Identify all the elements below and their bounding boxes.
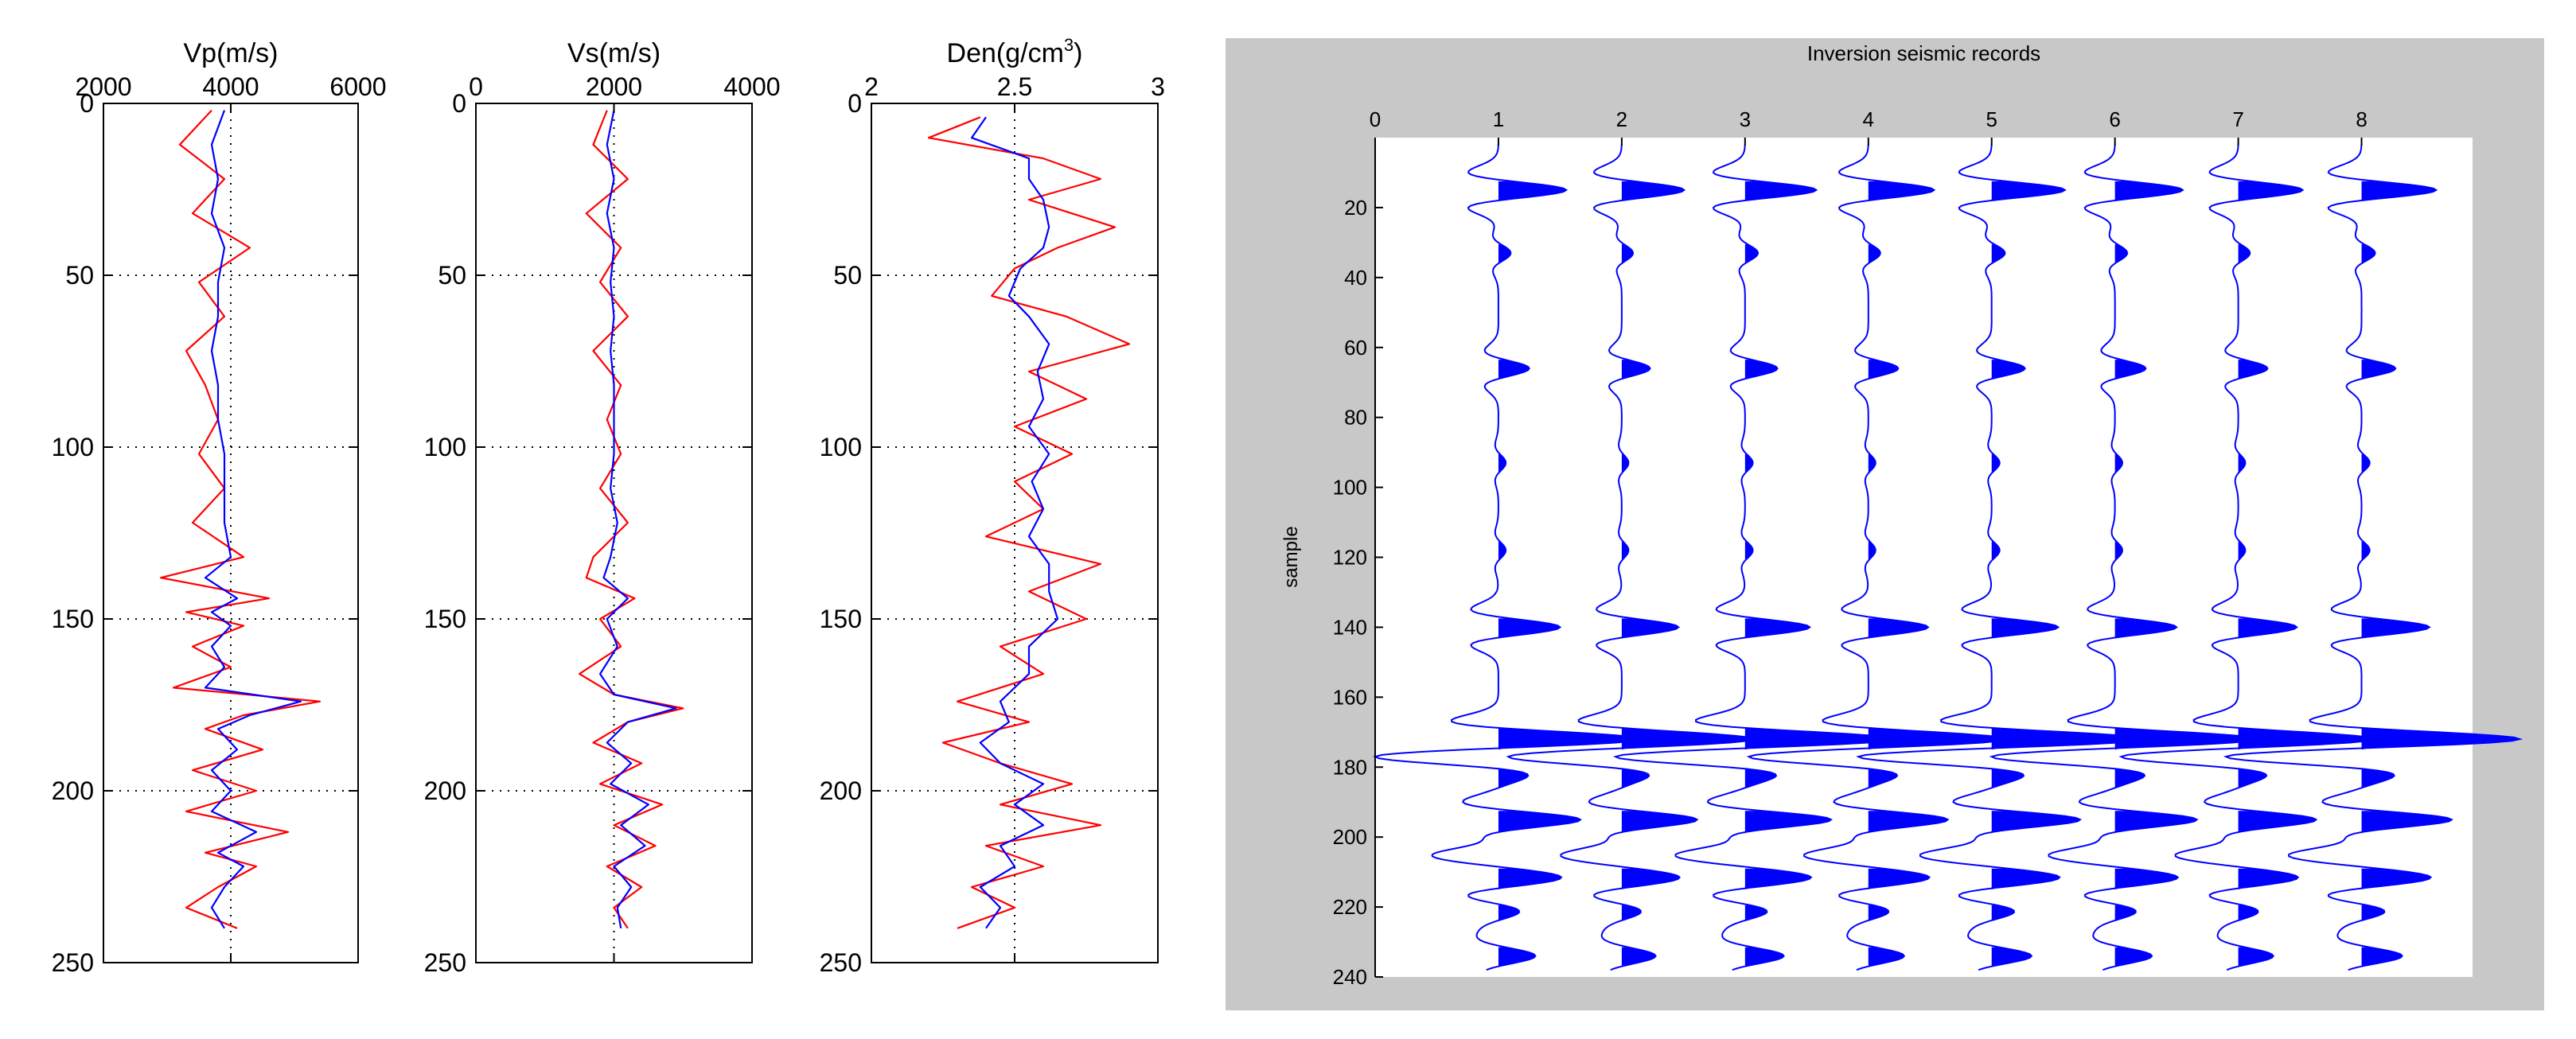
x-tick-label: 2000 xyxy=(75,72,131,101)
x-tick-label: 3 xyxy=(1151,72,1165,101)
series-red-line xyxy=(927,116,1131,929)
x-tick-label: 2.5 xyxy=(997,72,1032,101)
y-tick-label: 150 xyxy=(424,605,466,633)
y-tick-label: 50 xyxy=(65,261,94,290)
trace-2-wiggle xyxy=(1506,144,1757,971)
x-tick-label: 5 xyxy=(1986,107,1997,131)
x-tick-label: 4 xyxy=(1863,107,1874,131)
y-tick-label: 50 xyxy=(438,261,466,290)
y-tick-label: 180 xyxy=(1333,755,1367,779)
y-tick-label: 100 xyxy=(1333,476,1367,500)
y-tick-label: 240 xyxy=(1333,965,1367,989)
y-tick-label: 0 xyxy=(452,89,466,118)
trace-4-wiggle xyxy=(1746,144,2011,971)
y-tick-label: 40 xyxy=(1344,266,1367,290)
x-tick-label: 2000 xyxy=(586,72,642,101)
chart-title: Vp(m/s) xyxy=(184,38,279,68)
y-tick-label: 200 xyxy=(820,776,862,805)
log-plot-vs: 0 50 100 150 200 250 0 2000 4000 Vs(m/s) xyxy=(424,38,781,977)
x-tick-label: 8 xyxy=(2356,107,2367,131)
x-tick-label: 2 xyxy=(1616,107,1627,131)
chart-title: Inversion seismic records xyxy=(1807,41,2040,65)
y-tick-label: 200 xyxy=(52,776,94,805)
y-tick-label: 100 xyxy=(424,433,466,461)
series-red-line xyxy=(159,109,322,929)
chart-title-superscript: 3 xyxy=(1064,35,1074,55)
chart-title: Den(g/cm3) xyxy=(947,35,1083,68)
x-tick-label: 6 xyxy=(2109,107,2120,131)
y-tick-label: 160 xyxy=(1333,685,1367,709)
chart-title: Vs(m/s) xyxy=(567,38,661,68)
seismic-plot: 20 40 60 80 100 120 140 160 180 200 220 240 0 1 2 3 4 5 6 7… xyxy=(1280,41,2523,989)
x-tick-label: 3 xyxy=(1740,107,1751,131)
y-tick-label: 0 xyxy=(80,89,94,118)
chart-title-end: ) xyxy=(1074,38,1082,68)
series-blue-line xyxy=(970,116,1059,929)
y-tick-label: 220 xyxy=(1333,895,1367,919)
y-tick-label: 0 xyxy=(848,89,862,118)
x-tick-label: 1 xyxy=(1493,107,1504,131)
y-tick-label: 150 xyxy=(52,605,94,633)
y-tick-label: 80 xyxy=(1344,406,1367,430)
x-tick-label: 7 xyxy=(2232,107,2243,131)
series-blue-line xyxy=(204,110,302,929)
y-tick-label: 250 xyxy=(820,948,862,977)
y-tick-label: 150 xyxy=(820,605,862,633)
trace-3-wiggle xyxy=(1612,144,1900,971)
trace-8-wiggle xyxy=(2223,144,2523,971)
y-tick-label: 200 xyxy=(424,776,466,805)
series-blue-line xyxy=(598,110,677,928)
x-tick-label: 2 xyxy=(864,72,879,101)
log-plot-vp: 0 50 100 150 200 250 2000 4000 6000 Vp(m/s) xyxy=(52,38,387,977)
y-tick-label: 100 xyxy=(52,433,94,461)
y-tick-label: 50 xyxy=(833,261,862,290)
x-tick-label: 0 xyxy=(1370,107,1381,131)
x-tick-label: 4000 xyxy=(723,72,780,101)
x-tick-label: 4000 xyxy=(202,72,259,101)
y-tick-label: 20 xyxy=(1344,196,1367,220)
y-tick-label: 100 xyxy=(820,433,862,461)
trace-7-wiggle xyxy=(2118,144,2378,971)
y-tick-label: 120 xyxy=(1333,546,1367,570)
plot-area xyxy=(1375,138,2473,977)
x-tick-label: 6000 xyxy=(329,72,386,101)
trace-6-wiggle xyxy=(1989,144,2262,971)
trace-1-wiggle xyxy=(1372,144,1646,971)
x-tick-label: 0 xyxy=(469,72,483,101)
trace-5-wiggle xyxy=(1856,144,2150,971)
y-tick-label: 60 xyxy=(1344,336,1367,360)
y-tick-label: 140 xyxy=(1333,615,1367,639)
y-axis-label: sample xyxy=(1280,526,1302,587)
y-tick-label: 250 xyxy=(52,948,94,977)
y-tick-label: 250 xyxy=(424,948,466,977)
y-tick-label: 200 xyxy=(1333,825,1367,849)
